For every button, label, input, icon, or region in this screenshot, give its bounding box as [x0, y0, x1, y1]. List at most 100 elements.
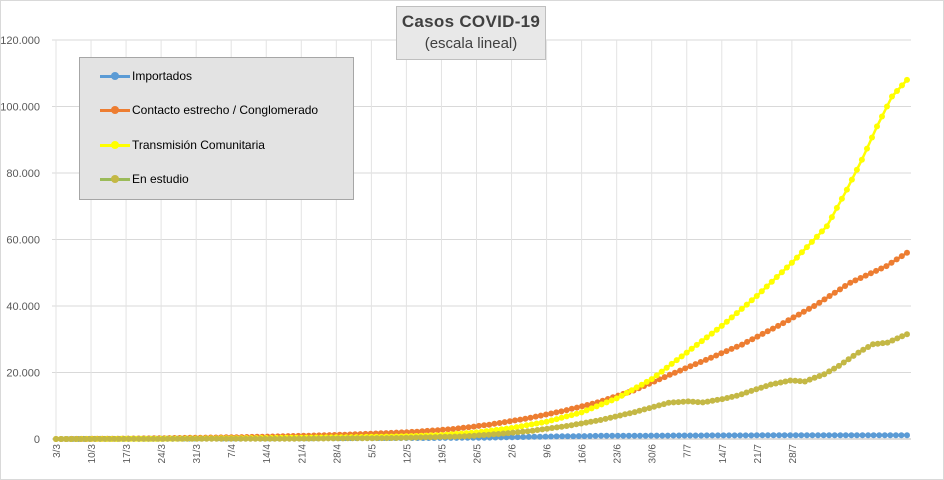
en-estudio-point	[174, 435, 181, 442]
importados-point	[625, 432, 632, 439]
transmision-point	[598, 401, 605, 408]
importados-point	[631, 432, 638, 439]
contacto-point	[795, 311, 802, 318]
en-estudio-point	[797, 378, 803, 385]
en-estudio-point	[490, 431, 497, 438]
en-estudio-point	[748, 387, 755, 394]
importados-point	[820, 432, 827, 439]
importados-point	[759, 432, 766, 439]
x-tick-label: 5/5	[367, 444, 378, 458]
en-estudio-point	[369, 435, 376, 442]
en-estudio-point	[480, 432, 487, 438]
x-tick-label: 12/5	[402, 444, 413, 464]
en-estudio-point	[758, 384, 765, 391]
en-estudio-point	[733, 392, 740, 399]
contacto-point	[486, 421, 493, 428]
contacto-point	[517, 416, 524, 423]
en-estudio-point	[728, 393, 735, 400]
en-estudio-point	[685, 398, 692, 405]
en-estudio-point	[320, 435, 327, 442]
en-estudio-point	[281, 435, 288, 442]
en-estudio-point	[325, 435, 332, 442]
contacto-point	[702, 356, 709, 363]
x-tick-label: 3/3	[52, 444, 63, 458]
importados-point	[803, 432, 810, 439]
contacto-point	[873, 267, 880, 274]
en-estudio-point	[738, 391, 745, 398]
en-estudio-point	[354, 435, 361, 442]
en-estudio-point	[53, 436, 59, 442]
contacto-point	[790, 314, 797, 321]
transmision-point	[828, 214, 835, 221]
importados-point	[714, 432, 721, 439]
transmision-point	[838, 195, 845, 202]
transmision-point	[768, 278, 775, 285]
en-estudio-point	[276, 435, 283, 442]
legend-swatch	[100, 169, 130, 189]
en-estudio-point	[641, 406, 648, 413]
en-estudio-point	[310, 435, 317, 442]
en-estudio-point	[442, 433, 448, 440]
en-estudio-point	[607, 414, 614, 421]
importados-point	[898, 432, 905, 439]
transmision-point	[864, 145, 870, 152]
transmision-point	[613, 395, 620, 402]
en-estudio-point	[714, 396, 721, 403]
en-estudio-point	[515, 429, 521, 436]
importados-point	[653, 432, 660, 439]
importados-point	[525, 433, 532, 440]
en-estudio-point	[427, 434, 434, 441]
en-estudio-point	[91, 435, 98, 442]
x-tick-label: 19/5	[437, 444, 448, 464]
en-estudio-point	[534, 427, 541, 433]
x-tick-label: 30/6	[648, 444, 659, 464]
en-estudio-point	[524, 428, 531, 435]
importados-point	[792, 432, 799, 439]
en-estudio-point	[583, 419, 590, 426]
contacto-point	[775, 322, 782, 329]
transmision-point	[904, 76, 910, 83]
transmision-point	[668, 360, 675, 367]
y-tick-label: 100.000	[0, 102, 40, 114]
transmision-point	[713, 326, 720, 333]
contacto-point	[573, 404, 580, 411]
transmision-point	[563, 413, 570, 420]
transmision-point	[653, 372, 660, 379]
transmision-point	[638, 381, 645, 388]
contacto-line	[56, 251, 908, 441]
en-estudio-point	[699, 399, 706, 406]
en-estudio-point	[155, 435, 162, 442]
legend-item-contacto: Contacto estrecho / Conglomerado	[100, 100, 318, 120]
contacto-point	[522, 415, 529, 422]
contacto-point	[692, 361, 699, 368]
en-estudio-point	[72, 436, 79, 442]
legend-label: Transmisión Comunitaria	[132, 138, 265, 152]
importados-point	[815, 432, 821, 439]
en-estudio-point	[626, 410, 633, 417]
en-estudio-point	[772, 380, 779, 387]
contacto-point	[723, 348, 730, 355]
en-estudio-point	[383, 435, 390, 442]
en-estudio-point	[889, 337, 896, 344]
en-estudio-point	[247, 435, 254, 442]
transmision-point	[798, 249, 805, 256]
en-estudio-point	[539, 426, 546, 433]
en-estudio-point	[563, 423, 570, 429]
transmision-point	[503, 425, 510, 432]
contacto-point	[744, 338, 751, 345]
importados-point	[731, 432, 738, 439]
en-estudio-point	[806, 376, 813, 383]
legend-label: Importados	[132, 69, 193, 83]
en-estudio-point	[597, 417, 604, 423]
y-tick-label: 80.000	[6, 168, 40, 180]
x-tick-label: 16/6	[578, 444, 589, 464]
x-tick-label: 9/6	[543, 444, 554, 458]
transmision-point	[884, 103, 890, 110]
importados-point	[831, 432, 838, 439]
transmision-point	[698, 338, 705, 345]
importados-point	[642, 432, 649, 439]
contacto-point	[754, 333, 761, 340]
en-estudio-point	[228, 435, 235, 442]
en-estudio-point	[408, 434, 414, 441]
en-estudio-point	[787, 377, 794, 384]
